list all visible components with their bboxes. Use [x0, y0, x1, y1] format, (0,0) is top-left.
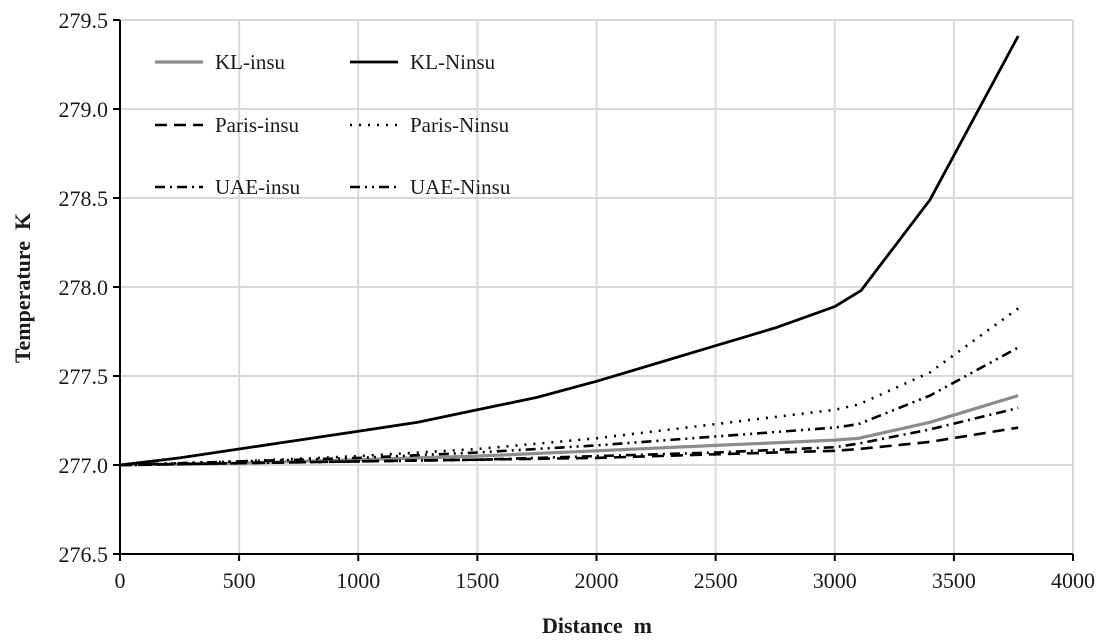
x-axis-title: Distance m [542, 613, 652, 638]
series-line-uae-insu [119, 406, 1019, 467]
y-tick-label: 276.5 [59, 542, 109, 567]
x-tick-label: 4000 [1051, 568, 1095, 593]
legend-label-paris-ninsu: Paris-Ninsu [410, 113, 510, 137]
y-axis-ticks: 276.5 277.0 277.5 278.0 278.5 279.0 279.5 [59, 8, 120, 567]
legend-label-kl-insu: KL-insu [215, 50, 285, 74]
y-tick-label: 278.5 [59, 186, 109, 211]
y-tick-label: 279.0 [59, 97, 109, 122]
x-tick-label: 2500 [694, 568, 738, 593]
x-tick-label: 3000 [813, 568, 857, 593]
y-tick-label: 278.0 [59, 275, 109, 300]
x-axis-ticks: 0 500 1000 1500 2000 2500 3000 3500 4000 [115, 554, 1095, 593]
series-line-kl-ninsu [119, 35, 1020, 467]
legend-label-uae-ninsu: UAE-Ninsu [410, 175, 511, 199]
grid-lines [120, 19, 1074, 554]
y-tick-label: 279.5 [59, 8, 109, 33]
series-line-uae-ninsu [119, 346, 1019, 467]
x-tick-label: 500 [223, 568, 256, 593]
x-tick-label: 1000 [336, 568, 380, 593]
series-lines [119, 35, 1020, 467]
legend-label-uae-insu: UAE-insu [215, 175, 301, 199]
x-tick-label: 3500 [932, 568, 976, 593]
x-tick-label: 2000 [575, 568, 619, 593]
y-axis-title: Temperature K [10, 213, 35, 363]
x-tick-label: 0 [115, 568, 126, 593]
legend-label-paris-insu: Paris-insu [215, 113, 300, 137]
legend-label-kl-ninsu: KL-Ninsu [410, 50, 496, 74]
y-tick-label: 277.5 [59, 364, 109, 389]
legend: KL-insu KL-Ninsu Paris-insu Paris-Ninsu UAE-… [155, 50, 511, 199]
y-tick-label: 277.0 [59, 453, 109, 478]
x-tick-label: 1500 [455, 568, 499, 593]
